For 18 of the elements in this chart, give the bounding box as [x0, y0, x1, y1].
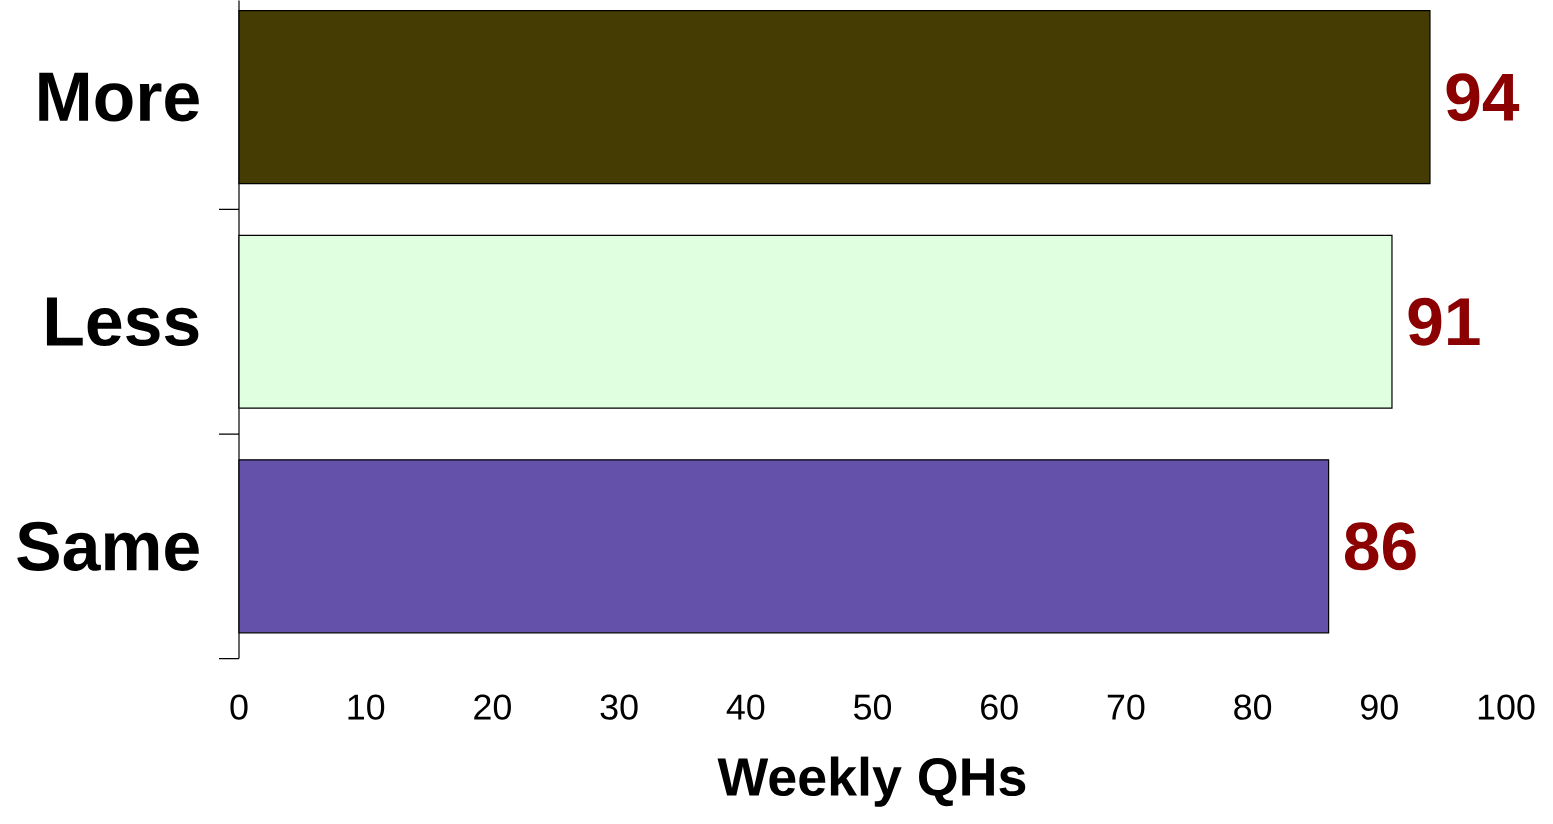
x-tick-label: 10	[348, 694, 385, 720]
y-tick-label: Same	[17, 521, 199, 572]
x-tick-label: 60	[981, 694, 1018, 720]
x-tick-label: 30	[600, 694, 638, 720]
y-tick-label: More	[39, 73, 199, 122]
data-label: 91	[1408, 297, 1480, 346]
x-tick-label: 90	[1361, 694, 1398, 720]
x-axis-title: Weekly QHs	[717, 756, 1026, 807]
data-label: 86	[1344, 522, 1416, 571]
data-label: 94	[1446, 73, 1520, 122]
y-tick-label: Less	[46, 297, 199, 347]
x-tick-label: 100	[1478, 694, 1535, 720]
x-tick-label: 40	[726, 694, 765, 720]
x-tick-label: 70	[1107, 694, 1145, 720]
x-tick-label: 80	[1234, 694, 1272, 720]
x-tick-label: 20	[474, 694, 511, 720]
x-tick-label: 50	[853, 694, 892, 720]
x-tick-label: 0	[230, 694, 248, 720]
